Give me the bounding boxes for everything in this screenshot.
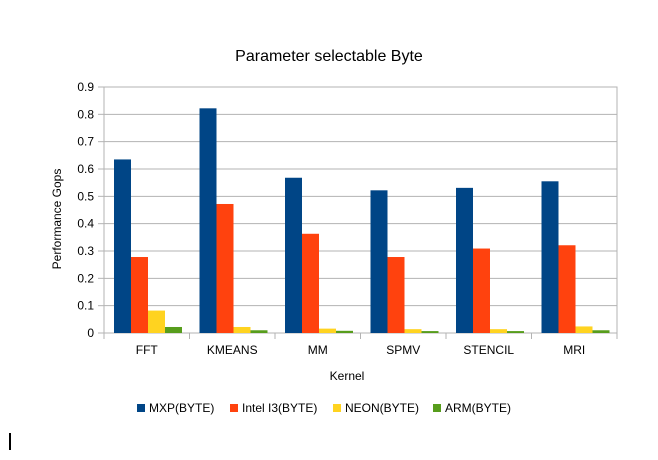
bar-arm-byte--stencil: [507, 331, 524, 333]
bar-arm-byte--kmeans: [250, 330, 268, 333]
legend-swatch: [333, 404, 341, 412]
bar-neon-byte--mm: [319, 328, 336, 333]
legend-label: Intel I3(BYTE): [242, 401, 317, 415]
bar-intel-i3-byte--mm: [302, 233, 319, 333]
bar-intel-i3-byte--mri: [558, 245, 576, 333]
x-tick-label: FFT: [136, 343, 159, 357]
x-tick-label: MM: [308, 343, 328, 357]
legend-label: NEON(BYTE): [345, 401, 419, 415]
y-tick-label: 0.2: [77, 271, 94, 285]
bar-neon-byte--spmv: [404, 329, 422, 333]
y-tick-label: 0.4: [77, 217, 94, 231]
text-cursor: [9, 433, 11, 450]
legend-swatch: [433, 404, 441, 412]
bar-neon-byte--mri: [575, 326, 593, 333]
bar-neon-byte--kmeans: [233, 326, 251, 333]
y-tick-label: 0.5: [77, 189, 94, 203]
y-tick-label: 0.9: [77, 80, 94, 94]
x-tick-label: SPMV: [386, 343, 420, 357]
bar-neon-byte--stencil: [490, 329, 507, 333]
legend-label: MXP(BYTE): [149, 401, 214, 415]
y-tick-label: 0.8: [77, 107, 94, 121]
y-tick-label: 0.3: [77, 244, 94, 258]
bar-neon-byte--fft: [148, 310, 165, 333]
bar-arm-byte--mri: [592, 330, 610, 333]
bar-mxp-byte--kmeans: [199, 108, 217, 333]
bar-arm-byte--spmv: [421, 331, 439, 333]
legend-label: ARM(BYTE): [445, 401, 511, 415]
bar-mxp-byte--mm: [285, 177, 302, 333]
bar-mxp-byte--spmv: [370, 190, 388, 333]
plot-area: [103, 86, 618, 334]
legend-swatch: [137, 404, 145, 412]
x-tick-label: KMEANS: [207, 343, 258, 357]
bar-mxp-byte--mri: [541, 181, 559, 333]
y-tick-label: 0.7: [77, 135, 94, 149]
bar-mxp-byte--fft: [114, 159, 131, 333]
bar-intel-i3-byte--fft: [131, 257, 148, 333]
x-axis-label: Kernel: [330, 369, 365, 383]
x-tick-label: STENCIL: [463, 343, 514, 357]
x-tick-label: MRI: [563, 343, 585, 357]
y-tick-label: 0.1: [77, 299, 94, 313]
bar-arm-byte--fft: [165, 326, 182, 333]
bar-intel-i3-byte--kmeans: [216, 203, 234, 333]
bar-arm-byte--mm: [336, 330, 353, 333]
legend-swatch: [230, 404, 238, 412]
y-axis-label: Performance Gops: [50, 169, 64, 270]
y-tick-label: 0: [87, 326, 94, 340]
bar-intel-i3-byte--spmv: [387, 257, 405, 333]
chart-title: Parameter selectable Byte: [235, 48, 423, 65]
y-tick-label: 0.6: [77, 162, 94, 176]
bar-intel-i3-byte--stencil: [473, 248, 490, 333]
bar-mxp-byte--stencil: [456, 187, 473, 333]
